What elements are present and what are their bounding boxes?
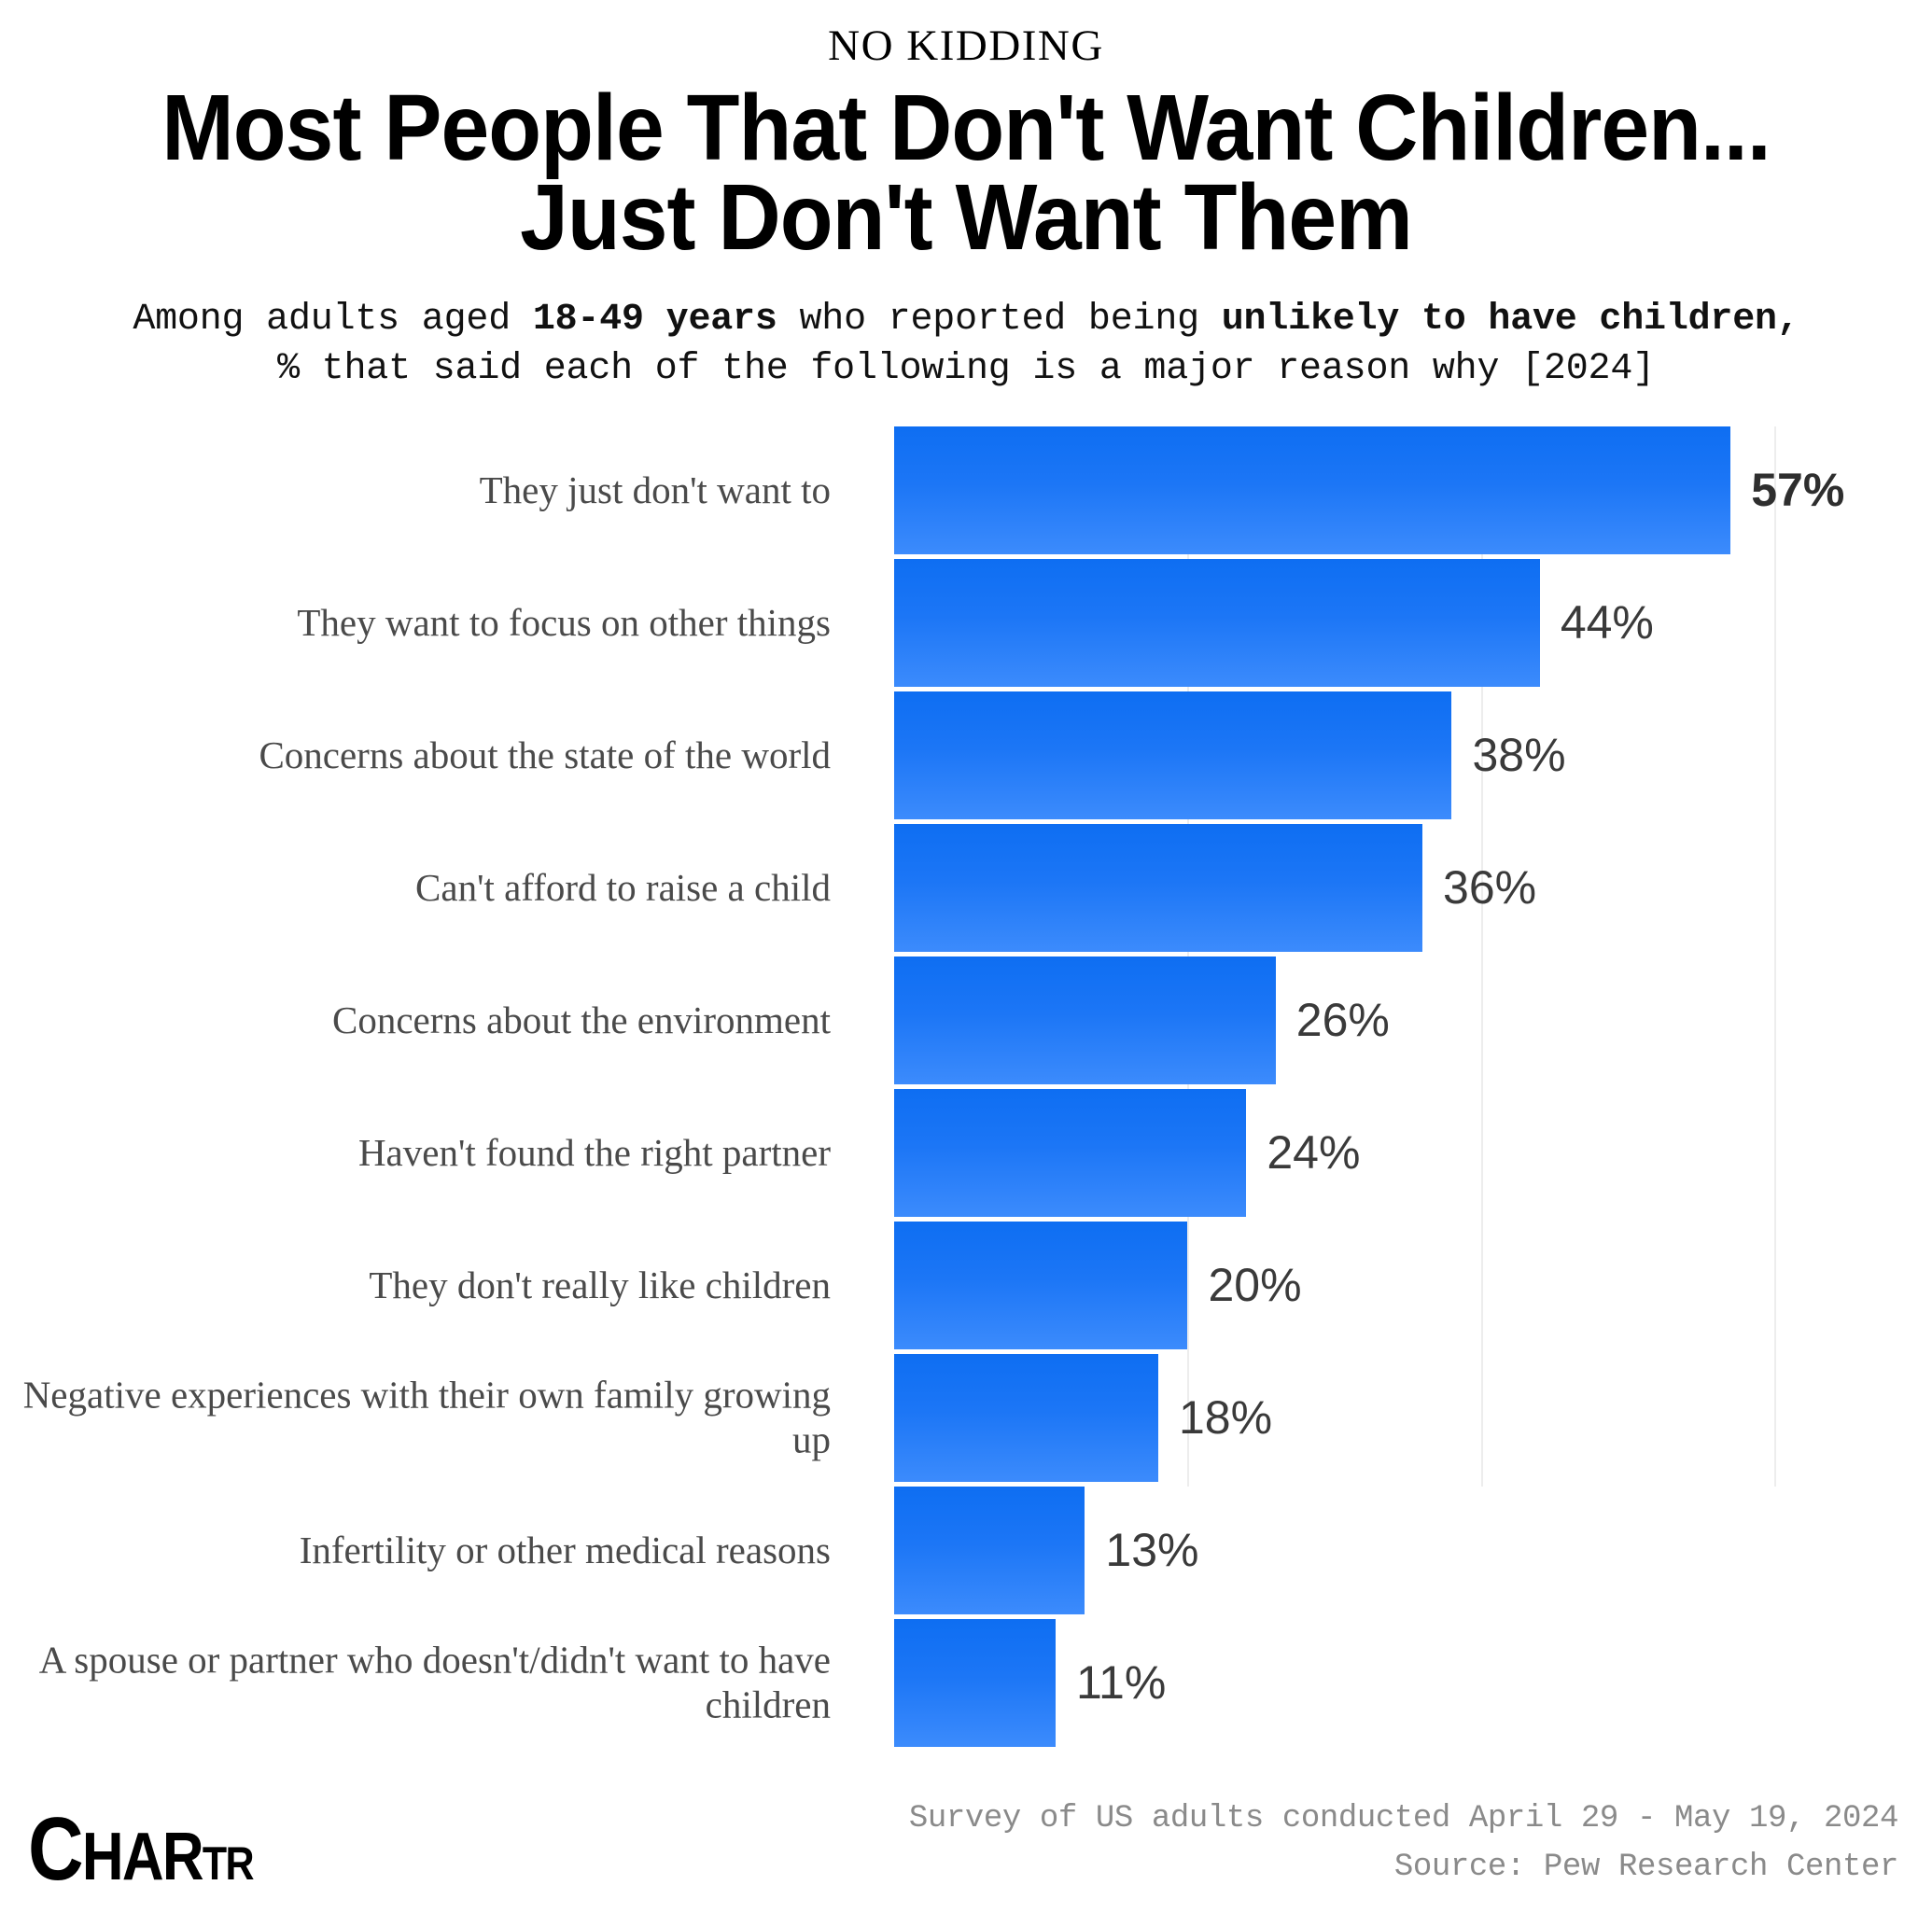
subtitle-seg-1: Among adults aged <box>133 299 533 341</box>
chart-subtitle: Among adults aged 18-49 years who report… <box>0 296 1932 395</box>
bar-value-label: 26% <box>1295 994 1390 1047</box>
bar-row: They don't really like children 20% <box>0 1221 1932 1349</box>
subtitle-line-1: Among adults aged 18-49 years who report… <box>0 296 1932 345</box>
bar-value-label: 20% <box>1208 1259 1302 1312</box>
bar[interactable]: 20% <box>894 1221 1302 1349</box>
category-label: They want to focus on other things <box>297 600 831 644</box>
bar-row: Negative experiences with their own fami… <box>0 1353 1932 1482</box>
page-title: Most People That Don't Want Children... … <box>67 81 1864 270</box>
bar-row: They just don't want to 57% <box>0 426 1932 554</box>
category-label: A spouse or partner who doesn't/didn't w… <box>38 1638 831 1727</box>
bar-fill <box>894 1088 1247 1217</box>
bar-value-label: 18% <box>1179 1391 1273 1445</box>
category-label: Infertility or other medical reasons <box>299 1528 831 1571</box>
bar-fill <box>894 558 1540 687</box>
bar-fill <box>894 823 1423 952</box>
bar-row: Infertility or other medical reasons 13% <box>0 1486 1932 1614</box>
bar-value-label: 44% <box>1560 596 1654 649</box>
bar[interactable]: 13% <box>894 1486 1198 1614</box>
bar[interactable]: 38% <box>894 691 1566 819</box>
bar-fill <box>894 1618 1056 1747</box>
title-line-2: Just Don't Want Them <box>520 165 1413 270</box>
bar-value-label: 38% <box>1472 729 1566 782</box>
bar[interactable]: 36% <box>894 823 1536 952</box>
bar-fill <box>894 1221 1188 1349</box>
subtitle-bold-2: unlikely to have children, <box>1221 299 1799 341</box>
bar-value-label: 36% <box>1443 861 1537 915</box>
bar[interactable]: 44% <box>894 558 1654 687</box>
logo-letters-har: HAR <box>81 1820 204 1894</box>
bar-row: A spouse or partner who doesn't/didn't w… <box>0 1618 1932 1747</box>
subtitle-seg-2: who reported being <box>777 299 1222 341</box>
bar-fill <box>894 426 1731 554</box>
bar[interactable]: 11% <box>894 1618 1166 1747</box>
source-credit: Source: Pew Research Center <box>1393 1850 1898 1886</box>
logo-letter-c: C <box>28 1799 84 1899</box>
bar-value-label: 11% <box>1075 1656 1167 1710</box>
gridline-60 <box>1774 426 1776 1487</box>
title-line-1: Most People That Don't Want Children... <box>161 76 1771 180</box>
kicker-text: NO KIDDING <box>828 21 1104 70</box>
subtitle-line-2: % that said each of the following is a m… <box>277 347 1655 390</box>
bar-fill <box>894 1486 1085 1614</box>
bar-row: Concerns about the state of the world 38% <box>0 691 1932 819</box>
bar-value-label: 57% <box>1751 464 1845 517</box>
bar-row: Concerns about the environment 26% <box>0 956 1932 1084</box>
survey-note: Survey of US adults conducted April 29 -… <box>908 1800 1899 1836</box>
bar-value-label: 24% <box>1267 1126 1361 1180</box>
category-label: Concerns about the state of the world <box>259 733 831 776</box>
logo-letters-tr: TR <box>202 1837 255 1890</box>
bar-row: Haven't found the right partner 24% <box>0 1088 1932 1217</box>
category-label: Haven't found the right partner <box>357 1130 831 1174</box>
chart-footer: CHARTR Survey of US adults conducted Apr… <box>0 1788 1932 1900</box>
chartr-logo: CHARTR <box>28 1805 255 1894</box>
bar-row: Can't afford to raise a child 36% <box>0 823 1932 952</box>
subtitle-bold-1: 18-49 years <box>532 299 777 341</box>
bar-value-label: 13% <box>1105 1524 1199 1577</box>
chart-header: NO KIDDING Most People That Don't Want C… <box>0 0 1932 395</box>
category-label: Can't afford to raise a child <box>415 865 831 909</box>
category-label: They don't really like children <box>369 1263 831 1306</box>
bar[interactable]: 24% <box>894 1088 1360 1217</box>
category-label: Negative experiences with their own fami… <box>22 1373 831 1462</box>
bar-chart: They just don't want to 57% They want to f… <box>0 426 1932 1747</box>
gridline-40 <box>1481 426 1483 1487</box>
bar-row: They want to focus on other things 44% <box>0 558 1932 687</box>
bar-fill <box>894 956 1276 1084</box>
bar[interactable]: 57% <box>894 426 1844 554</box>
category-label: Concerns about the environment <box>331 998 831 1041</box>
source-block: Survey of US adults conducted April 29 -… <box>908 1794 1899 1892</box>
bar[interactable]: 18% <box>894 1353 1272 1482</box>
category-label: They just don't want to <box>479 468 831 511</box>
bar-fill <box>894 1353 1158 1482</box>
bar-fill <box>894 691 1452 819</box>
bar-rows: They just don't want to 57% They want to f… <box>0 426 1932 1747</box>
bar[interactable]: 26% <box>894 956 1390 1084</box>
